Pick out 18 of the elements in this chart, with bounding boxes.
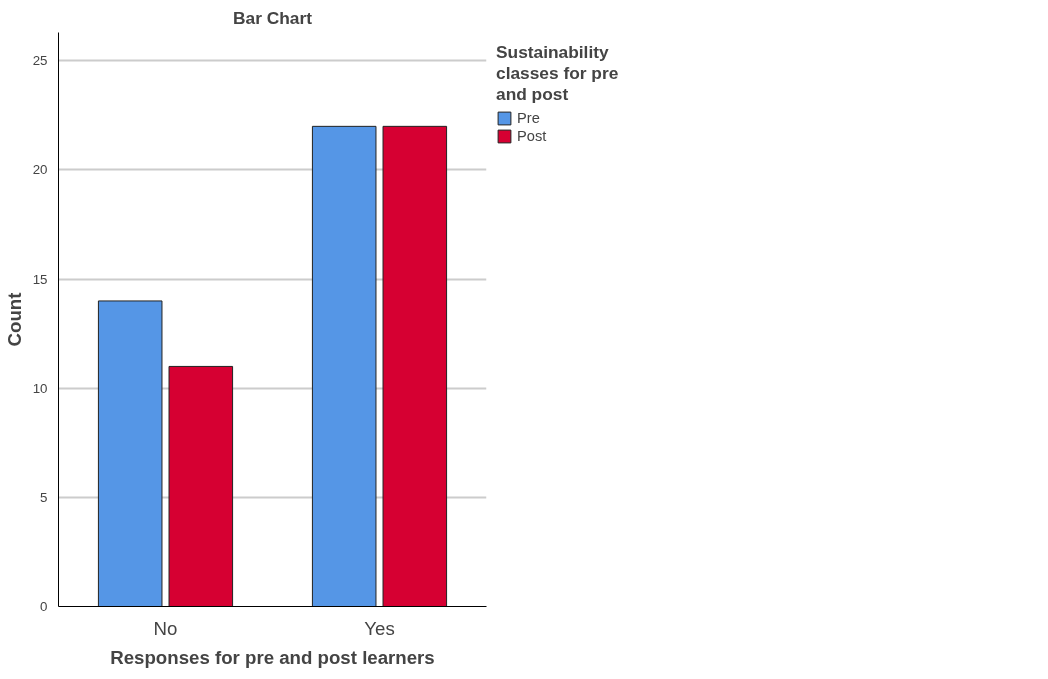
y-tick-label: 5 — [40, 489, 48, 505]
bar — [382, 125, 448, 607]
y-tick-label: 20 — [32, 162, 48, 178]
x-tick-label: Yes — [364, 617, 395, 639]
x-axis-title: Responses for pre and post learners — [110, 646, 435, 668]
x-tick-label: No — [153, 617, 178, 639]
legend-title: Sustainability classes for pre and post — [496, 42, 619, 105]
y-axis-title: Count — [3, 292, 25, 347]
y-tick-label: 25 — [32, 53, 48, 69]
bar — [311, 125, 377, 607]
chart-title: Bar Chart — [233, 7, 313, 28]
y-tick-label: 0 — [40, 599, 48, 614]
y-tick-label: 10 — [32, 380, 48, 396]
y-tick-label: 15 — [32, 271, 48, 287]
bar — [168, 365, 234, 607]
legend-label: Post — [517, 128, 547, 144]
legend-label: Pre — [517, 110, 540, 126]
bar — [97, 300, 163, 607]
